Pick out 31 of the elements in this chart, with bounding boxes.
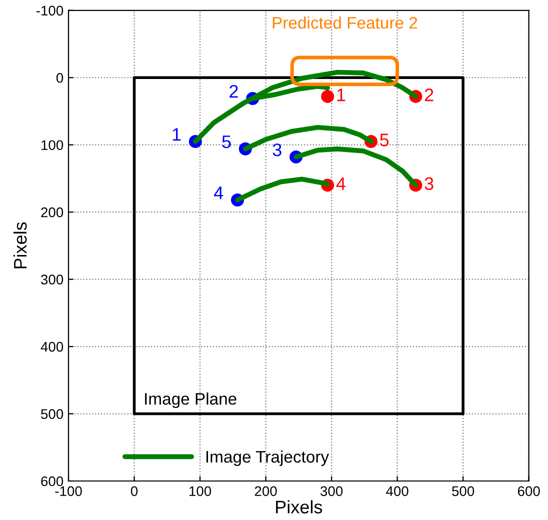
- y-tick-label: 300: [41, 274, 64, 284]
- x-tick-label: 600: [518, 486, 540, 496]
- annotation: Predicted Feature 2: [272, 16, 418, 29]
- x-tick-label: 300: [320, 486, 343, 496]
- x-tick-label: 200: [254, 486, 277, 496]
- y-tick-label: 100: [42, 140, 64, 150]
- annotation: 1: [337, 88, 346, 102]
- x-axis-title: Pixels: [276, 500, 322, 514]
- y-tick-label: 200: [41, 207, 64, 218]
- x-tick-label: 0: [130, 486, 138, 496]
- x-tick-label: -100: [55, 486, 82, 496]
- x-tick-label: 100: [189, 486, 212, 496]
- annotation: 4: [214, 186, 224, 200]
- annotation: 1: [172, 128, 181, 141]
- annotation: 5: [222, 136, 231, 148]
- legend-label: Image Trajectory: [206, 450, 330, 466]
- annotation: 2: [424, 88, 434, 102]
- annotation: 5: [380, 134, 389, 146]
- annotation: Image Plane: [145, 392, 236, 408]
- y-tick-label: 0: [56, 72, 64, 83]
- y-axis-title: Pixels: [13, 222, 27, 268]
- annotation: 4: [336, 177, 346, 190]
- annotation: 2: [230, 84, 238, 98]
- y-tick-label: 600: [41, 476, 64, 486]
- annotation: 3: [272, 143, 282, 156]
- y-tick-label: -100: [36, 6, 64, 16]
- x-tick-label: 500: [452, 486, 474, 496]
- y-tick-label: 500: [41, 409, 64, 419]
- annotation: 3: [424, 177, 434, 190]
- x-tick-label: 400: [386, 486, 408, 496]
- y-tick-label: 400: [40, 342, 64, 352]
